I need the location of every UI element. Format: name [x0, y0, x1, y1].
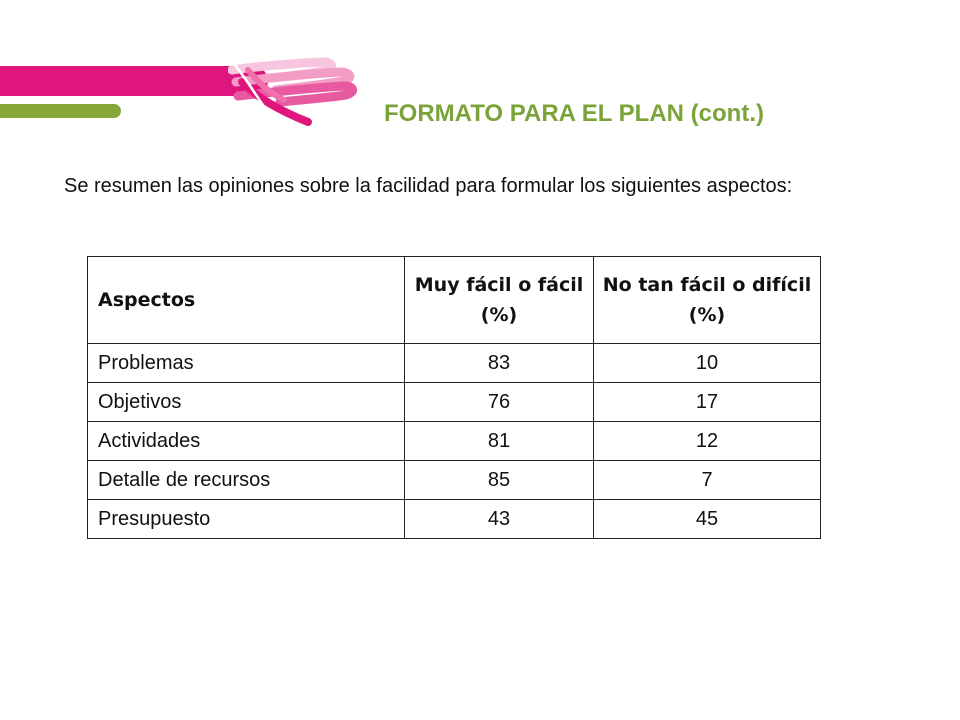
aspect-cell: Presupuesto	[87, 499, 405, 539]
hands-logo-icon	[228, 57, 357, 126]
column-header-hard: No tan fácil o difícil (%)	[593, 256, 821, 344]
hard-percent-cell: 10	[593, 343, 821, 383]
page-title: FORMATO PARA EL PLAN (cont.)	[384, 100, 764, 127]
table-header-row: Aspectos Muy fácil o fácil (%) No tan fá…	[87, 256, 821, 344]
column-header-easy: Muy fácil o fácil (%)	[404, 256, 594, 344]
hard-percent-cell: 12	[593, 421, 821, 461]
easy-percent-cell: 85	[404, 460, 594, 500]
hard-percent-cell: 17	[593, 382, 821, 422]
aspect-cell: Problemas	[87, 343, 405, 383]
table-row: Detalle de recursos 85 7	[87, 460, 821, 500]
table-row: Objetivos 76 17	[87, 382, 821, 422]
hard-percent-cell: 7	[593, 460, 821, 500]
easy-percent-cell: 43	[404, 499, 594, 539]
aspect-cell: Detalle de recursos	[87, 460, 405, 500]
aspects-table: Aspectos Muy fácil o fácil (%) No tan fá…	[87, 256, 821, 539]
table-row: Actividades 81 12	[87, 421, 821, 461]
hard-percent-cell: 45	[593, 499, 821, 539]
table-row: Problemas 83 10	[87, 343, 821, 383]
easy-percent-cell: 81	[404, 421, 594, 461]
intro-text: Se resumen las opiniones sobre la facili…	[64, 175, 793, 197]
easy-percent-cell: 76	[404, 382, 594, 422]
column-header-aspect: Aspectos	[87, 256, 405, 344]
table-row: Presupuesto 43 45	[87, 499, 821, 539]
aspect-cell: Objetivos	[87, 382, 405, 422]
easy-percent-cell: 83	[404, 343, 594, 383]
header-band-green	[0, 104, 121, 118]
header-band-pink	[0, 66, 268, 96]
aspect-cell: Actividades	[87, 421, 405, 461]
